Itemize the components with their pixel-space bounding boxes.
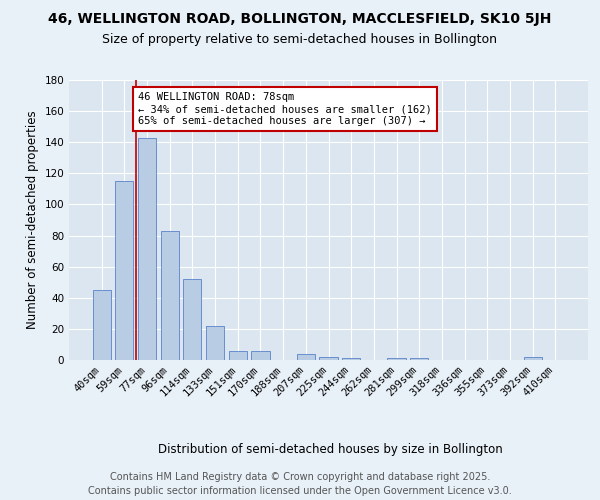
- Bar: [297, 354, 315, 360]
- Bar: [524, 357, 542, 360]
- Bar: [92, 290, 111, 360]
- Text: Size of property relative to semi-detached houses in Bollington: Size of property relative to semi-detach…: [103, 32, 497, 46]
- Bar: [251, 350, 269, 360]
- Bar: [138, 138, 156, 360]
- Text: 46 WELLINGTON ROAD: 78sqm
← 34% of semi-detached houses are smaller (162)
65% of: 46 WELLINGTON ROAD: 78sqm ← 34% of semi-…: [138, 92, 432, 126]
- Bar: [115, 181, 133, 360]
- Bar: [410, 358, 428, 360]
- Bar: [161, 231, 179, 360]
- Bar: [229, 350, 247, 360]
- Text: Distribution of semi-detached houses by size in Bollington: Distribution of semi-detached houses by …: [158, 442, 502, 456]
- Bar: [206, 326, 224, 360]
- Y-axis label: Number of semi-detached properties: Number of semi-detached properties: [26, 110, 39, 330]
- Text: Contains public sector information licensed under the Open Government Licence v3: Contains public sector information licen…: [88, 486, 512, 496]
- Text: 46, WELLINGTON ROAD, BOLLINGTON, MACCLESFIELD, SK10 5JH: 46, WELLINGTON ROAD, BOLLINGTON, MACCLES…: [49, 12, 551, 26]
- Bar: [184, 279, 202, 360]
- Bar: [342, 358, 360, 360]
- Text: Contains HM Land Registry data © Crown copyright and database right 2025.: Contains HM Land Registry data © Crown c…: [110, 472, 490, 482]
- Bar: [388, 358, 406, 360]
- Bar: [319, 357, 338, 360]
